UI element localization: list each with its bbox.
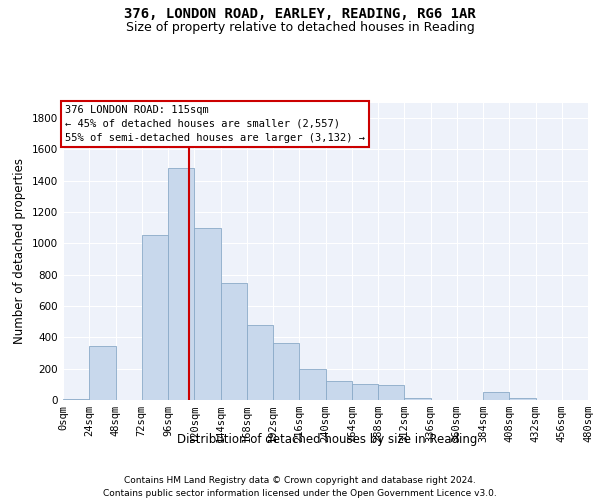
Bar (483, 392, 509, 400)
Bar (378, 385, 404, 400)
Bar (194, 228, 221, 400)
Text: Contains public sector information licensed under the Open Government Licence v3: Contains public sector information licen… (103, 489, 497, 498)
Bar (325, 381, 352, 400)
Bar (89, 346, 115, 400)
Text: Size of property relative to detached houses in Reading: Size of property relative to detached ho… (125, 21, 475, 34)
Bar (352, 384, 378, 400)
Text: 376, LONDON ROAD, EARLEY, READING, RG6 1AR: 376, LONDON ROAD, EARLEY, READING, RG6 1… (124, 8, 476, 22)
Y-axis label: Number of detached properties: Number of detached properties (13, 158, 26, 344)
Bar (509, 398, 536, 400)
Text: Contains HM Land Registry data © Crown copyright and database right 2024.: Contains HM Land Registry data © Crown c… (124, 476, 476, 485)
Bar (63, 399, 89, 400)
Bar (273, 343, 299, 400)
Text: Distribution of detached houses by size in Reading: Distribution of detached houses by size … (177, 432, 477, 446)
Bar (221, 282, 247, 400)
Bar (247, 325, 273, 400)
Bar (168, 168, 194, 400)
Bar (404, 398, 431, 400)
Bar (142, 235, 168, 400)
Text: 376 LONDON ROAD: 115sqm
← 45% of detached houses are smaller (2,557)
55% of semi: 376 LONDON ROAD: 115sqm ← 45% of detache… (65, 105, 365, 143)
Bar (299, 368, 325, 400)
